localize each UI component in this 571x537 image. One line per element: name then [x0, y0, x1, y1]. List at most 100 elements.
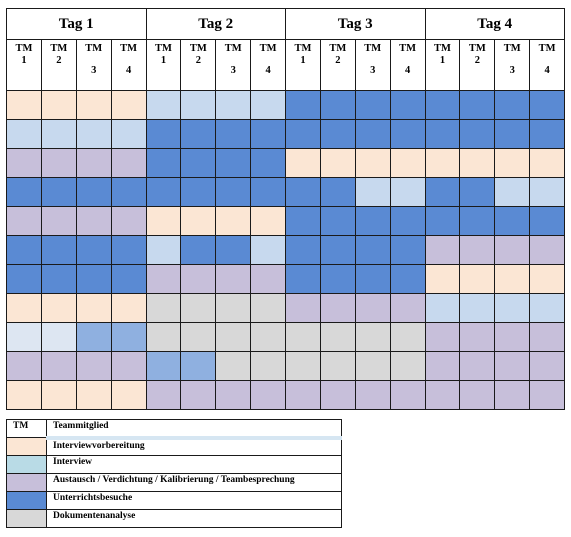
schedule-cell	[424, 206, 461, 236]
schedule-cell	[75, 264, 112, 294]
schedule-cell	[6, 148, 42, 178]
schedule-cell	[180, 235, 217, 265]
schedule-cell	[494, 380, 531, 410]
legend-swatch	[6, 455, 47, 474]
schedule-cell	[424, 177, 461, 207]
legend-item: Dokumentenanalyse	[6, 509, 342, 528]
schedule-cell	[6, 380, 42, 410]
schedule-cell	[354, 322, 391, 352]
schedule-cell	[215, 119, 252, 149]
schedule-cell	[40, 380, 77, 410]
schedule-cell	[529, 148, 565, 178]
schedule-cell	[285, 90, 321, 120]
schedule-cell	[285, 293, 321, 323]
member-abbr: TM	[259, 43, 277, 54]
schedule-cell	[424, 264, 461, 294]
member-header-row: TM 1 TM 2 TM 3 TM 4 TM 1 TM 2 TM 3 TM 4 TM 1 TM 2 TM 3 TM 4 TM 1 T…	[6, 39, 565, 91]
schedule-table: Tag 1 Tag 2 Tag 3 Tag 4 TM 1 TM 2 TM 3 TM 4 TM 1 TM 2 T…	[6, 8, 565, 410]
schedule-cell	[145, 177, 182, 207]
member-abbr: TM	[503, 43, 521, 54]
schedule-cell	[459, 264, 496, 294]
member-number: 1	[21, 55, 27, 66]
schedule-cell	[145, 322, 182, 352]
member-header: TM 1	[6, 39, 42, 91]
member-abbr: TM	[15, 43, 33, 54]
schedule-cell	[285, 148, 321, 178]
schedule-row	[6, 119, 565, 149]
schedule-cell	[494, 90, 531, 120]
schedule-cell	[145, 351, 182, 381]
schedule-cell	[110, 264, 147, 294]
schedule-cell	[494, 351, 531, 381]
schedule-cell	[110, 293, 147, 323]
schedule-cell	[250, 322, 286, 352]
schedule-cell	[250, 264, 286, 294]
legend-swatch	[6, 509, 47, 528]
schedule-cell	[215, 380, 252, 410]
schedule-cell	[319, 351, 356, 381]
schedule-cell	[529, 264, 565, 294]
schedule-cell	[285, 119, 321, 149]
member-abbr: TM	[224, 43, 242, 54]
schedule-cell	[459, 293, 496, 323]
legend-table: TM Teammitglied Interviewvorbereitung Int…	[6, 419, 342, 528]
schedule-cell	[145, 264, 182, 294]
schedule-cell	[529, 322, 565, 352]
legend-swatch	[6, 473, 47, 492]
schedule-cell	[354, 206, 391, 236]
schedule-cell	[319, 90, 356, 120]
schedule-cell	[215, 90, 252, 120]
schedule-cell	[215, 148, 252, 178]
schedule-cell	[424, 293, 461, 323]
schedule-cell	[110, 351, 147, 381]
schedule-cell	[494, 235, 531, 265]
day-header-3: Tag 3	[285, 8, 426, 40]
schedule-cell	[40, 90, 77, 120]
schedule-row	[6, 177, 565, 207]
schedule-row	[6, 322, 565, 352]
schedule-cell	[494, 264, 531, 294]
member-number: 4	[544, 65, 550, 76]
schedule-cell	[40, 322, 77, 352]
schedule-cell	[459, 235, 496, 265]
member-abbr: TM	[433, 43, 451, 54]
member-number: 2	[195, 55, 201, 66]
schedule-cell	[40, 293, 77, 323]
member-abbr: TM	[120, 43, 138, 54]
schedule-cell	[424, 351, 461, 381]
member-header: TM 3	[494, 39, 531, 91]
schedule-cell	[424, 380, 461, 410]
schedule-cell	[75, 177, 112, 207]
schedule-cell	[529, 206, 565, 236]
schedule-cell	[145, 148, 182, 178]
legend-label: Interviewvorbereitung	[46, 437, 342, 456]
schedule-cell	[529, 90, 565, 120]
schedule-cell	[250, 90, 286, 120]
schedule-cell	[459, 206, 496, 236]
member-header: TM 2	[180, 39, 217, 91]
schedule-cell	[40, 351, 77, 381]
schedule-row	[6, 380, 565, 410]
member-abbr: TM	[329, 43, 347, 54]
schedule-cell	[145, 206, 182, 236]
schedule-cell	[145, 293, 182, 323]
schedule-cell	[110, 119, 147, 149]
schedule-cell	[424, 235, 461, 265]
schedule-cell	[459, 322, 496, 352]
schedule-cell	[319, 380, 356, 410]
schedule-cell	[110, 148, 147, 178]
schedule-cell	[354, 148, 391, 178]
member-number: 1	[439, 55, 446, 66]
schedule-cell	[529, 119, 565, 149]
member-number: 4	[404, 65, 411, 76]
member-header: TM 4	[529, 39, 565, 91]
schedule-cell	[319, 293, 356, 323]
legend-item: Unterrichtsbesuche	[6, 491, 342, 510]
member-number: 3	[230, 65, 236, 76]
day-header-row: Tag 1 Tag 2 Tag 3 Tag 4	[6, 8, 565, 40]
schedule-cell	[145, 380, 182, 410]
schedule-cell	[215, 235, 252, 265]
schedule-cell	[285, 322, 321, 352]
member-header: TM 4	[110, 39, 147, 91]
legend-header-row: TM Teammitglied	[6, 419, 342, 440]
